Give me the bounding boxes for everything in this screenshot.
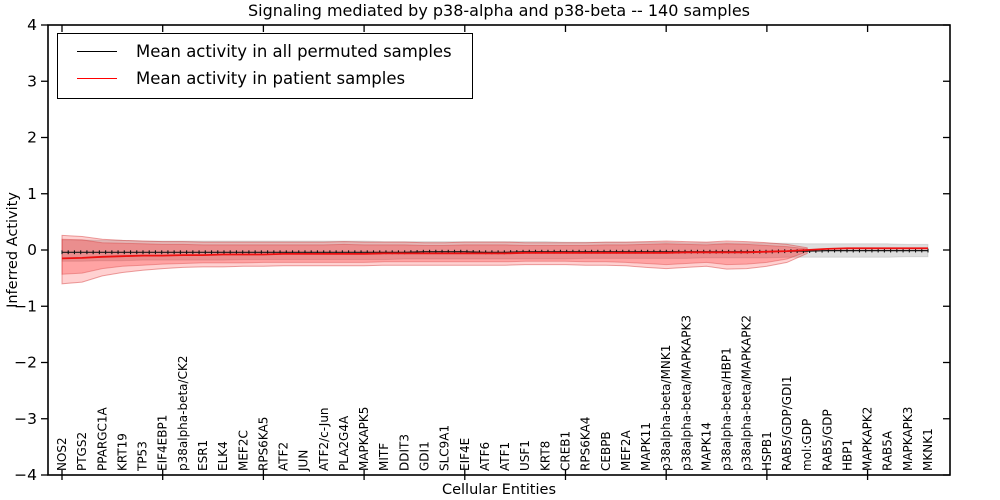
svg-text:MAPKAPK3: MAPKAPK3	[901, 407, 915, 471]
svg-text:1: 1	[27, 185, 37, 203]
svg-text:−4: −4	[14, 466, 37, 484]
svg-text:MKNK1: MKNK1	[921, 428, 935, 471]
svg-text:0: 0	[27, 241, 37, 259]
svg-text:MAPKAPK5: MAPKAPK5	[357, 407, 371, 471]
chart-title: Signaling mediated by p38-alpha and p38-…	[247, 1, 750, 20]
svg-text:3: 3	[27, 72, 37, 90]
svg-text:−2: −2	[14, 354, 37, 372]
legend-entry-permuted: Mean activity in all permuted samples	[70, 42, 452, 61]
svg-text:−1: −1	[14, 297, 37, 315]
legend-entry-patient: Mean activity in patient samples	[70, 69, 452, 88]
legend-entry-label: Mean activity in patient samples	[136, 69, 406, 88]
svg-text:JUN: JUN	[297, 450, 311, 472]
svg-text:MEF2A: MEF2A	[619, 430, 633, 471]
svg-text:CREB1: CREB1	[558, 431, 572, 471]
svg-text:SLC9A1: SLC9A1	[438, 425, 452, 471]
svg-text:ESR1: ESR1	[196, 440, 210, 471]
svg-text:KRT19: KRT19	[115, 433, 129, 471]
svg-text:RAB5A: RAB5A	[881, 430, 895, 471]
svg-text:PTGS2: PTGS2	[75, 432, 89, 471]
svg-text:RPS6KA4: RPS6KA4	[579, 417, 593, 471]
svg-text:RPS6KA5: RPS6KA5	[256, 417, 270, 471]
svg-text:p38alpha-beta/HBP1: p38alpha-beta/HBP1	[720, 347, 734, 471]
legend-entry-label: Mean activity in all permuted samples	[136, 42, 452, 61]
svg-text:MEF2C: MEF2C	[236, 430, 250, 471]
svg-text:KRT8: KRT8	[538, 441, 552, 471]
svg-text:−3: −3	[14, 410, 37, 428]
svg-text:mol:GDP: mol:GDP	[800, 419, 814, 471]
svg-text:MAPK14: MAPK14	[699, 422, 713, 471]
svg-text:DDIT3: DDIT3	[397, 434, 411, 471]
svg-text:ATF1: ATF1	[498, 442, 512, 471]
black-line-sample-icon	[77, 51, 117, 52]
svg-text:4: 4	[27, 16, 37, 34]
svg-text:HSPB1: HSPB1	[760, 431, 774, 471]
svg-text:ATF6: ATF6	[478, 442, 492, 471]
svg-text:2: 2	[27, 129, 37, 147]
svg-text:GDI1: GDI1	[418, 441, 432, 471]
red-line-sample-icon	[77, 78, 117, 79]
svg-text:NOS2: NOS2	[55, 437, 69, 471]
svg-text:RAB5/GDP/GDI1: RAB5/GDP/GDI1	[780, 375, 794, 471]
svg-text:USF1: USF1	[518, 440, 532, 471]
svg-text:ATF2/c-Jun: ATF2/c-Jun	[317, 407, 331, 471]
svg-text:ELK4: ELK4	[216, 441, 230, 471]
chart-legend: Mean activity in all permuted samples Me…	[57, 33, 473, 99]
x-axis-label: Cellular Entities	[441, 482, 557, 498]
svg-text:ATF2: ATF2	[277, 442, 291, 471]
svg-text:EIF4E: EIF4E	[458, 438, 472, 471]
svg-text:p38alpha-beta/MAPKAPK2: p38alpha-beta/MAPKAPK2	[740, 315, 754, 471]
svg-text:p38alpha-beta/MNK1: p38alpha-beta/MNK1	[659, 345, 673, 471]
svg-text:TP53: TP53	[136, 441, 150, 472]
svg-text:p38alpha-beta/MAPKAPK3: p38alpha-beta/MAPKAPK3	[679, 315, 693, 471]
svg-text:PPARGC1A: PPARGC1A	[95, 406, 109, 471]
svg-text:RAB5/GDP: RAB5/GDP	[820, 409, 834, 471]
svg-text:HBP1: HBP1	[840, 439, 854, 471]
svg-text:PLA2G4A: PLA2G4A	[337, 415, 351, 471]
svg-text:CEBPB: CEBPB	[599, 431, 613, 471]
svg-text:MITF: MITF	[377, 443, 391, 471]
y-axis-label: Inferred Activity	[5, 192, 21, 308]
svg-text:p38alpha-beta/CK2: p38alpha-beta/CK2	[176, 356, 190, 471]
svg-text:MAPK11: MAPK11	[639, 422, 653, 471]
svg-text:EIF4EBP1: EIF4EBP1	[156, 415, 170, 471]
svg-text:MAPKAPK2: MAPKAPK2	[861, 407, 875, 471]
